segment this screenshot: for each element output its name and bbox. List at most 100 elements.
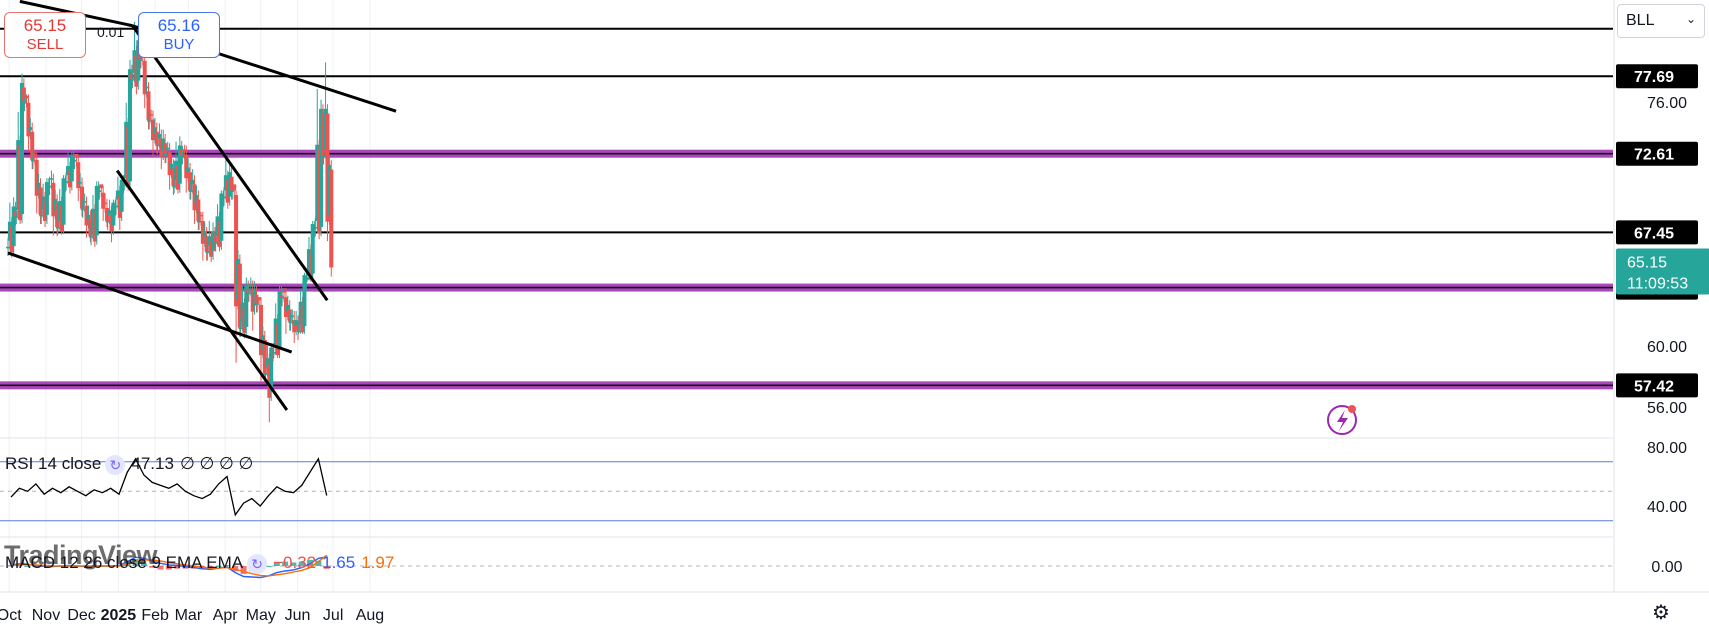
candle-body xyxy=(157,134,162,139)
current-price-label: 65.15 xyxy=(1627,254,1667,271)
candle-body xyxy=(198,214,203,217)
candle-body xyxy=(55,203,60,228)
candle-body xyxy=(147,120,152,122)
current-price-tag xyxy=(1616,248,1709,295)
price-tag-label: 57.42 xyxy=(1634,378,1674,395)
candle-body xyxy=(163,143,168,154)
candle-body xyxy=(111,202,116,226)
macd-hist-value: −0.32 xyxy=(273,553,317,572)
sync-icon[interactable]: ↻ xyxy=(247,553,268,574)
candle-body xyxy=(184,154,189,179)
macd-histogram-bar xyxy=(265,566,272,567)
candle-body xyxy=(30,131,35,160)
macd-histogram-bar xyxy=(132,558,139,566)
chevron-down-icon: ⌄ xyxy=(1685,12,1696,26)
sync-icon[interactable]: ↻ xyxy=(105,454,126,475)
trendline xyxy=(131,24,329,302)
candle-body xyxy=(149,114,154,116)
macd-legend[interactable]: MACD 12 26 close 9 EMA EMA ↻ −0.32 1.65 1.97 xyxy=(5,553,394,574)
symbol-select[interactable]: BLL ⌄ xyxy=(1617,4,1705,38)
candle-body xyxy=(26,102,31,137)
candle-body xyxy=(179,150,184,156)
candle-body xyxy=(212,236,217,243)
price-tag-label: 77.69 xyxy=(1634,69,1674,86)
candle-body xyxy=(288,321,293,324)
candle-body xyxy=(259,304,264,356)
candle-body xyxy=(20,82,25,215)
candle-body xyxy=(152,127,157,135)
candle-body xyxy=(76,162,81,189)
tradingview-watermark: TradingView xyxy=(4,540,158,570)
candle-body xyxy=(138,59,143,61)
time-tick-label: Feb xyxy=(141,607,169,624)
candle-body xyxy=(282,291,287,293)
candles xyxy=(6,21,334,423)
candle-body xyxy=(269,347,274,392)
candle-body xyxy=(163,153,168,156)
candle-body xyxy=(64,181,69,183)
time-tick-label: Oct xyxy=(0,607,22,624)
candle-body xyxy=(254,294,259,304)
macd-histogram-bar xyxy=(165,566,172,570)
candle-body xyxy=(6,246,10,249)
price-tag xyxy=(1616,220,1698,245)
candle-body xyxy=(47,185,52,188)
macd-histogram-bar xyxy=(298,561,305,566)
candle-body xyxy=(165,147,170,150)
trendlines xyxy=(7,0,397,411)
candle-body xyxy=(194,195,199,205)
candle-body xyxy=(321,155,326,157)
candle-body xyxy=(188,190,193,192)
time-tick-label: Apr xyxy=(213,607,239,624)
candle-body xyxy=(296,324,301,331)
candle-body xyxy=(74,153,79,158)
candle-body xyxy=(248,285,253,287)
macd-pane xyxy=(0,554,1613,579)
candle-body xyxy=(104,207,109,221)
candle-body xyxy=(287,309,292,322)
time-tick-label: Nov xyxy=(32,607,60,624)
lightning-icon[interactable] xyxy=(1327,405,1357,435)
candle-body xyxy=(302,275,307,327)
time-tick-label: 2025 xyxy=(101,607,137,624)
candle-body xyxy=(246,289,251,293)
candle-body xyxy=(305,277,310,279)
macd-value: 1.65 xyxy=(322,553,356,572)
candle-body xyxy=(204,236,209,252)
rsi-title: RSI 14 close xyxy=(5,454,102,473)
candle-body xyxy=(234,195,239,307)
time-tick-label: Mar xyxy=(175,607,203,624)
candle-body xyxy=(296,330,301,333)
candle-body xyxy=(155,144,160,147)
candle-body xyxy=(238,327,243,330)
candle-body xyxy=(32,153,37,156)
rsi-tick-label: 80.00 xyxy=(1647,440,1687,457)
candle-body xyxy=(97,190,102,192)
candle-body xyxy=(229,176,234,191)
symbol-value: BLL xyxy=(1626,12,1655,29)
grid xyxy=(0,0,1709,593)
macd-histogram-bar xyxy=(8,565,14,567)
time-tick-label: Jul xyxy=(323,607,343,624)
sell-button[interactable]: 65.15 SELL xyxy=(4,12,86,58)
macd-histogram-bar xyxy=(307,559,314,566)
rsi-legend[interactable]: RSI 14 close ↻ 47.13 ∅ ∅ ∅ ∅ xyxy=(5,454,253,475)
settings-icon[interactable]: ⚙ xyxy=(1652,602,1670,624)
candle-body xyxy=(22,102,27,104)
candle-body xyxy=(142,60,147,95)
candle-body xyxy=(146,91,151,121)
price-tick-label: 76.00 xyxy=(1647,95,1687,112)
candle-body xyxy=(294,320,299,327)
sell-price: 65.15 xyxy=(23,16,67,35)
candle-body xyxy=(34,159,39,196)
candle-body xyxy=(122,184,127,186)
buy-button[interactable]: 65.16 BUY xyxy=(138,12,220,58)
candle-body xyxy=(255,303,260,305)
candle-body xyxy=(186,167,191,173)
candle-body xyxy=(94,185,99,236)
candle-body xyxy=(246,292,251,295)
candle-body xyxy=(329,169,334,268)
candle-body xyxy=(219,193,224,241)
candle-body xyxy=(169,163,174,170)
